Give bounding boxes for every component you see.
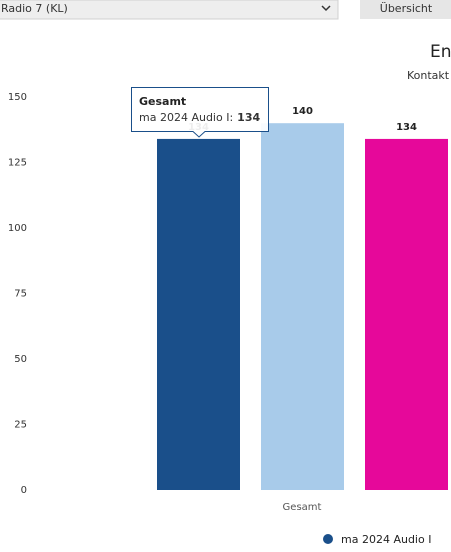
y-tick-label: 125	[8, 158, 27, 169]
bar	[365, 138, 448, 491]
y-tick-label: 75	[14, 289, 27, 300]
chevron	[321, 5, 331, 12]
y-tick-label: 100	[8, 223, 27, 234]
dropdown[interactable]	[0, 0, 339, 20]
legend-marker	[323, 534, 333, 544]
tooltip-line: ma 2024 Audio I: 134	[139, 111, 260, 124]
data-label: 140	[292, 106, 313, 117]
button-label: Übersicht	[380, 2, 433, 15]
overview-button[interactable]	[360, 0, 451, 19]
bar	[261, 123, 344, 490]
tooltip-box	[131, 87, 269, 138]
chart-subtitle: Kontakt	[407, 69, 450, 82]
y-tick-label: 50	[14, 354, 27, 365]
y-tick-label: 150	[8, 92, 27, 103]
dropdown-label: Radio 7 (KL)	[1, 2, 68, 15]
legend-label: ma 2024 Audio I	[341, 533, 431, 546]
chart-title: En	[430, 42, 451, 62]
x-tick-label: Gesamt	[283, 502, 322, 513]
bar	[157, 138, 240, 491]
tooltip-separator: :	[229, 111, 233, 124]
y-tick-label: 25	[14, 420, 27, 431]
tooltip-title: Gesamt	[139, 95, 186, 108]
data-label: 134	[396, 122, 417, 133]
tooltip-series: ma 2024 Audio I	[139, 111, 229, 124]
y-tick-label: 0	[21, 485, 27, 496]
tooltip-value: 134	[237, 111, 260, 124]
